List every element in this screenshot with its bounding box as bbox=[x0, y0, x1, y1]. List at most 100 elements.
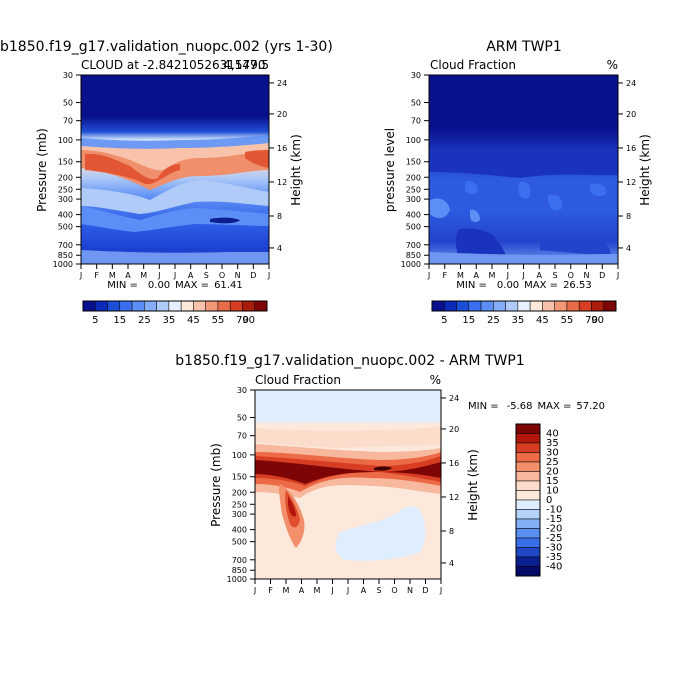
p1-cb-swatch-1 bbox=[95, 300, 108, 312]
panel-observation: ARM TWP1 Cloud Fraction % 30 50 70 100 150 20… bbox=[383, 39, 652, 326]
p3-cb-label-13: -35 bbox=[546, 552, 562, 563]
p3-cb-label-10: -20 bbox=[546, 524, 562, 535]
p3-xtick-label-8: S bbox=[376, 586, 381, 595]
panel2-min-value: 0.00 bbox=[497, 280, 519, 291]
panel2-units: % bbox=[607, 58, 618, 72]
p3-ytick-r-label-2: 16 bbox=[449, 459, 459, 468]
p1-xtick-label-11: D bbox=[250, 271, 256, 280]
panel2-subtitle-left: Cloud Fraction bbox=[430, 58, 516, 72]
p1-cb-label-2: 25 bbox=[138, 315, 151, 326]
p3-cb-swatch-9 bbox=[515, 509, 541, 520]
p1-ytick-label-4: 150 bbox=[58, 158, 73, 167]
p2-ytick-r-label-0: 24 bbox=[626, 79, 636, 88]
p3-ytick-r-label-5: 4 bbox=[449, 559, 454, 568]
panel-difference: b1850.f19_g17.validation_nuopc.002 - ARM… bbox=[175, 353, 605, 595]
panel1-ylabel-right: Height (km) bbox=[289, 134, 303, 205]
panel3-y-ticks-right: 24 20 16 12 8 4 bbox=[441, 394, 459, 568]
p3-xtick-label-10: N bbox=[407, 586, 413, 595]
p2-xtick-label-12: J bbox=[616, 271, 619, 280]
p3-cb-label-7: 0 bbox=[546, 495, 552, 506]
p3-ytick-r-label-3: 12 bbox=[449, 493, 459, 502]
panel2-max-value: 26.53 bbox=[563, 280, 592, 291]
p1-xtick-label-8: S bbox=[204, 271, 209, 280]
p2-ytick-r-label-1: 20 bbox=[626, 110, 636, 119]
p1-ytick-label-6: 250 bbox=[58, 185, 73, 194]
p1-ytick-label-3: 100 bbox=[58, 136, 73, 145]
panel3-max-label: MAX = bbox=[538, 401, 572, 412]
p3-ytick-label-7: 300 bbox=[232, 510, 247, 519]
p1-ytick-label-5: 200 bbox=[58, 173, 73, 182]
p1-ytick-label-7: 300 bbox=[58, 195, 73, 204]
p2-ytick-label-4: 150 bbox=[406, 158, 421, 167]
p3-ytick-label-12: 1000 bbox=[227, 575, 247, 584]
p3-cb-label-6: 10 bbox=[546, 486, 559, 497]
p3-ytick-label-1: 50 bbox=[237, 414, 247, 423]
p2-ytick-label-12: 1000 bbox=[401, 260, 421, 269]
p1-ytick-r-label-5: 4 bbox=[277, 244, 282, 253]
p2-xtick-label-1: F bbox=[442, 271, 447, 280]
panel1-max-label: MAX = bbox=[175, 280, 209, 291]
p3-xtick-label-4: M bbox=[314, 586, 321, 595]
panel3-stats: MIN = -5.68 MAX = 57.20 bbox=[468, 401, 605, 412]
panel1-max-value: 61.41 bbox=[214, 280, 243, 291]
p3-cb-label-9: -15 bbox=[546, 514, 562, 525]
p3-xtick-label-11: D bbox=[422, 586, 428, 595]
p1-cb-swatch-7 bbox=[168, 300, 182, 312]
p2-xtick-label-0: J bbox=[427, 271, 430, 280]
p3-xtick-label-5: J bbox=[330, 586, 333, 595]
panel3-max-value: 57.20 bbox=[576, 401, 605, 412]
p3-cb-swatch-5 bbox=[515, 471, 541, 482]
p3-cb-swatch-4 bbox=[515, 461, 541, 472]
p2-ytick-label-11: 850 bbox=[406, 251, 421, 260]
p2-cb-frame bbox=[431, 300, 617, 312]
p1-ytick-r-label-0: 24 bbox=[277, 79, 287, 88]
p3-ytick-label-5: 200 bbox=[232, 488, 247, 497]
p2-cb-swatch-3 bbox=[468, 300, 482, 312]
p1-xtick-label-0: J bbox=[79, 271, 82, 280]
panel1-ylabel: Pressure (mb) bbox=[35, 128, 49, 212]
p1-cb-label-7: 90 bbox=[242, 315, 255, 326]
p2-ytick-r-label-3: 12 bbox=[626, 178, 636, 187]
p2-ytick-r-label-4: 8 bbox=[626, 212, 631, 221]
p2-xtick-label-5: J bbox=[506, 271, 509, 280]
p2-cb-swatch-1 bbox=[444, 300, 457, 312]
p3-cb-frame bbox=[515, 423, 541, 577]
p2-ytick-label-10: 700 bbox=[406, 241, 421, 250]
p2-ytick-label-3: 100 bbox=[406, 136, 421, 145]
p3-cb-label-11: -25 bbox=[546, 533, 562, 544]
p1-xtick-label-10: N bbox=[235, 271, 241, 280]
p3-cb-swatch-7 bbox=[515, 490, 541, 501]
p1-cb-label-1: 15 bbox=[113, 315, 126, 326]
p1-cb-label-5: 55 bbox=[212, 315, 225, 326]
p3-ytick-r-label-4: 8 bbox=[449, 527, 454, 536]
p3-ytick-label-0: 30 bbox=[237, 386, 247, 395]
p2-ytick-label-7: 300 bbox=[406, 195, 421, 204]
panel3-field bbox=[255, 390, 441, 579]
p1-ytick-label-12: 1000 bbox=[53, 260, 73, 269]
p3-ytick-label-9: 500 bbox=[232, 538, 247, 547]
p2-ytick-label-0: 30 bbox=[411, 71, 421, 80]
p3-ytick-label-6: 250 bbox=[232, 500, 247, 509]
panel-model: b1850.f19_g17.validation_nuopc.002 (yrs … bbox=[0, 39, 333, 326]
p1-cb-frame bbox=[82, 300, 268, 312]
panel2-ylabel: pressure level bbox=[383, 128, 397, 212]
panel1-subtitle-right: 4,147.5 bbox=[223, 58, 269, 72]
p2-xtick-label-6: J bbox=[521, 271, 524, 280]
p3-ytick-label-3: 100 bbox=[232, 451, 247, 460]
p3-xtick-label-7: A bbox=[361, 586, 367, 595]
p1-ytick-label-1: 50 bbox=[63, 99, 73, 108]
p1-ytick-label-9: 500 bbox=[58, 223, 73, 232]
p2-ytick-label-2: 70 bbox=[411, 117, 421, 126]
p2-xtick-label-2: M bbox=[457, 271, 464, 280]
p3-cb-label-3: 25 bbox=[546, 457, 559, 468]
p3-xtick-label-6: J bbox=[346, 586, 349, 595]
panel1-title: b1850.f19_g17.validation_nuopc.002 (yrs … bbox=[0, 39, 333, 55]
p3-cb-swatch-12 bbox=[515, 537, 541, 548]
p1-cb-swatch-4 bbox=[131, 300, 145, 312]
p3-xtick-label-1: F bbox=[268, 586, 273, 595]
p2-cb-swatch-11 bbox=[566, 300, 580, 312]
p1-cb-swatch-3 bbox=[119, 300, 133, 312]
panel2-y-ticks-right: 24 20 16 12 8 4 bbox=[618, 79, 636, 253]
